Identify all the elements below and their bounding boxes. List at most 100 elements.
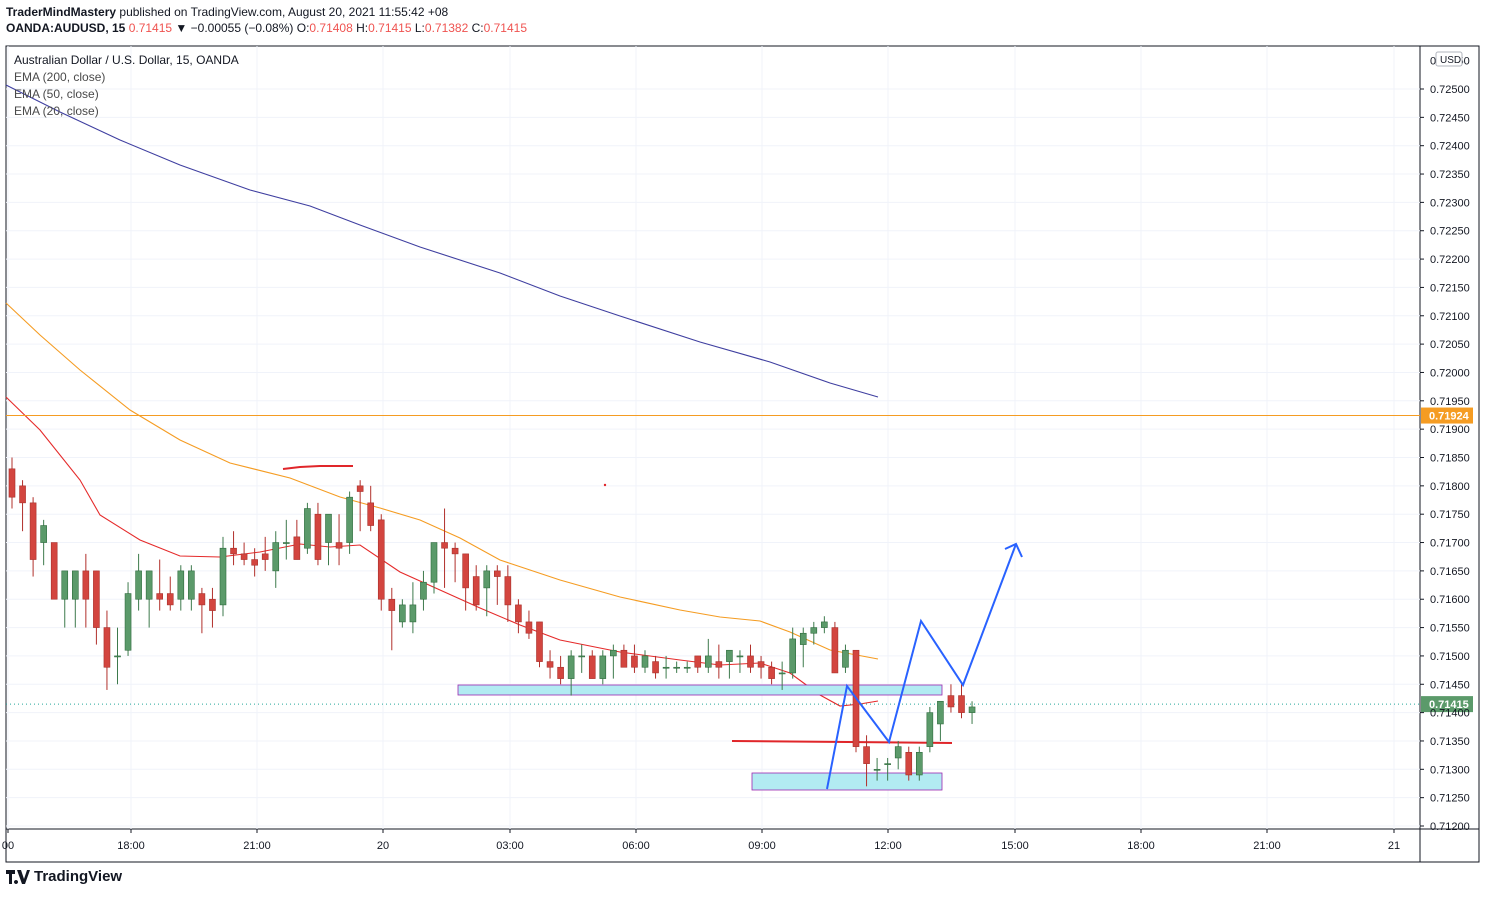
candle-body [103, 627, 111, 668]
x-tick-label: 12:00 [874, 840, 902, 852]
candle-body [8, 468, 16, 498]
y-tick-label: 0.72200 [1430, 254, 1470, 266]
candle-body [240, 553, 248, 560]
candle-body [166, 593, 174, 606]
y-tick-label: 0.72150 [1430, 282, 1470, 294]
candle-body [768, 666, 775, 679]
candle-body [536, 621, 543, 662]
candle-body [50, 542, 58, 600]
candle-body [863, 746, 870, 764]
candle-body [588, 655, 596, 679]
footer-brand: TradingView [34, 868, 123, 885]
candle-body [810, 627, 818, 634]
support-zone [751, 772, 943, 791]
candle-body [926, 712, 934, 747]
candle-body [683, 666, 691, 669]
candle-body [261, 553, 269, 560]
candle-body [198, 593, 206, 606]
candle-body [799, 632, 807, 645]
candlestick-series [8, 457, 976, 787]
tradingview-logo-icon [6, 869, 30, 884]
candle-body [831, 627, 839, 674]
trend-drawings [282, 465, 953, 744]
candle-body [673, 666, 680, 669]
candle-body [821, 621, 828, 628]
candle-body [230, 547, 237, 555]
candle-body [367, 502, 375, 526]
candle-body [356, 485, 364, 492]
y-tick-label: 0.71650 [1430, 566, 1470, 578]
candle-body [156, 593, 163, 600]
candle-body [409, 604, 417, 623]
y-tick-label: 0.71450 [1430, 679, 1470, 691]
y-tick-label: 0.72350 [1430, 169, 1470, 181]
hline-price-label: 0.71924 [1429, 411, 1470, 423]
chart-grid [5, 45, 1480, 863]
y-tick-label: 0.72400 [1430, 141, 1470, 153]
x-tick-label: 03:00 [496, 840, 524, 852]
legend-title: Australian Dollar / U.S. Dollar, 15, OAN… [14, 53, 239, 67]
y-tick-label: 0.71500 [1430, 651, 1470, 663]
candle-body [726, 649, 733, 662]
candle-body [335, 542, 343, 549]
y-tick-label: 0.72000 [1430, 367, 1470, 379]
close-value: 0.71415 [483, 21, 528, 35]
y-tick-label: 0.71850 [1430, 453, 1470, 465]
x-tick-label: 21:00 [1253, 840, 1281, 852]
candle-body [209, 598, 216, 611]
y-tick-label: 0.71950 [1430, 396, 1470, 408]
red-support-line [731, 740, 953, 744]
candle-body [757, 661, 765, 668]
currency-label: USD [1440, 55, 1461, 66]
x-tick-label: 00 [2, 840, 14, 852]
candle-body [557, 666, 564, 679]
candle-body [188, 570, 195, 600]
legend-ema20[interactable]: EMA (20, close) [14, 104, 99, 118]
y-tick-label: 0.72300 [1430, 197, 1470, 209]
close-label: C: [471, 21, 484, 35]
candle-body [873, 769, 881, 771]
y-tick-label: 0.72500 [1430, 84, 1470, 96]
candle-body [958, 695, 965, 713]
candle-body [789, 638, 797, 674]
candle-body [72, 570, 79, 600]
candle-body [546, 661, 554, 668]
last-price-label: 0.71415 [1429, 699, 1469, 711]
ema50-polyline [5, 302, 879, 660]
candle-body [968, 706, 976, 713]
published-text: published on TradingView.com, August 20,… [119, 5, 449, 19]
candle-body [61, 570, 69, 600]
chart-frame [5, 45, 1480, 863]
candle-body [493, 570, 501, 577]
last-price-badge [1421, 696, 1473, 713]
candle-body [114, 655, 121, 658]
candle-body [251, 559, 258, 566]
candle-body [947, 695, 955, 708]
candle-body [504, 576, 512, 606]
candle-body [736, 655, 744, 658]
candle-body [525, 621, 533, 634]
candle-body [842, 649, 849, 668]
y-tick-label: 0.72250 [1430, 226, 1470, 238]
legend-ema50[interactable]: EMA (50, close) [14, 87, 99, 101]
candle-body [747, 655, 754, 668]
candle-body [715, 661, 723, 668]
candle-body [662, 666, 670, 669]
candle-body [905, 751, 913, 776]
x-tick-label: 21 [1388, 840, 1400, 852]
candle-body [641, 655, 649, 668]
y-tick-label: 0.72100 [1430, 311, 1470, 323]
y-tick-label: 0.71900 [1430, 424, 1470, 436]
candle-body [894, 746, 902, 759]
resistance-zone [457, 684, 943, 696]
candle-body [325, 513, 332, 543]
candle-body [124, 593, 132, 651]
projection-line [826, 543, 1017, 790]
candle-body [177, 570, 185, 600]
publisher-name[interactable]: TraderMindMastery [6, 5, 117, 19]
candle-body [483, 570, 491, 589]
legend-ema200[interactable]: EMA (200, close) [14, 70, 106, 84]
projection-path [826, 542, 1023, 790]
high-value: 0.71415 [368, 21, 412, 35]
